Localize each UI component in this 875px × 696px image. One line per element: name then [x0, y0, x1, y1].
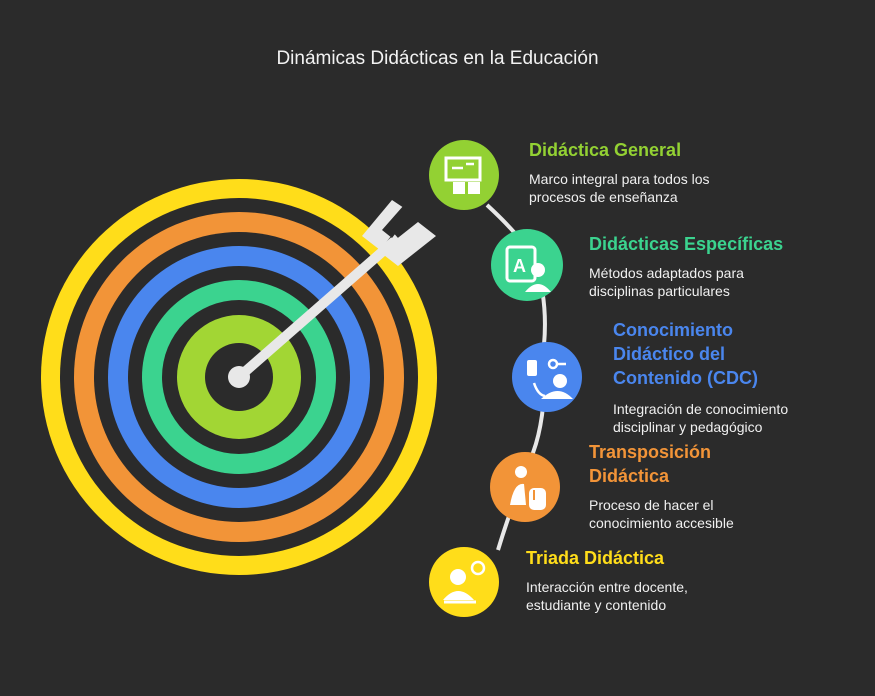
item-description: Interacción entre docente, estudiante y … — [526, 579, 688, 613]
teacher-student-icon — [429, 547, 499, 617]
item-title: Triada Didáctica — [526, 548, 665, 568]
item-didactica-general: Didáctica General Marco integral para to… — [529, 138, 849, 206]
letter-a-student-icon: A — [491, 229, 563, 301]
item-description: Proceso de hacer el conocimiento accesib… — [589, 497, 734, 531]
item-cdc: Conocimiento Didáctico del Contenido (CD… — [613, 318, 853, 436]
svg-text:A: A — [513, 256, 526, 276]
hand-gesture-icon — [490, 452, 560, 522]
item-title: Didácticas Específicas — [589, 234, 784, 254]
item-description: Marco integral para todos los procesos d… — [529, 171, 710, 205]
item-description: Métodos adaptados para disciplinas parti… — [589, 265, 744, 299]
arrow-icon — [228, 200, 436, 388]
knowledge-person-icon — [512, 342, 582, 412]
presentation-board-icon — [429, 140, 499, 210]
item-transposicion-didactica: Transposición Didáctica Proceso de hacer… — [589, 440, 829, 532]
item-title: Didáctica General — [529, 140, 682, 160]
item-title: Conocimiento Didáctico del Contenido (CD… — [613, 320, 758, 388]
item-triada-didactica: Triada Didáctica Interacción entre docen… — [526, 546, 826, 614]
page-title: Dinámicas Didácticas en la Educación — [276, 48, 599, 69]
item-description: Integración de conocimiento disciplinar … — [613, 401, 789, 435]
item-didacticas-especificas: Didácticas Específicas Métodos adaptados… — [589, 232, 869, 300]
item-title: Transposición Didáctica — [589, 442, 712, 486]
